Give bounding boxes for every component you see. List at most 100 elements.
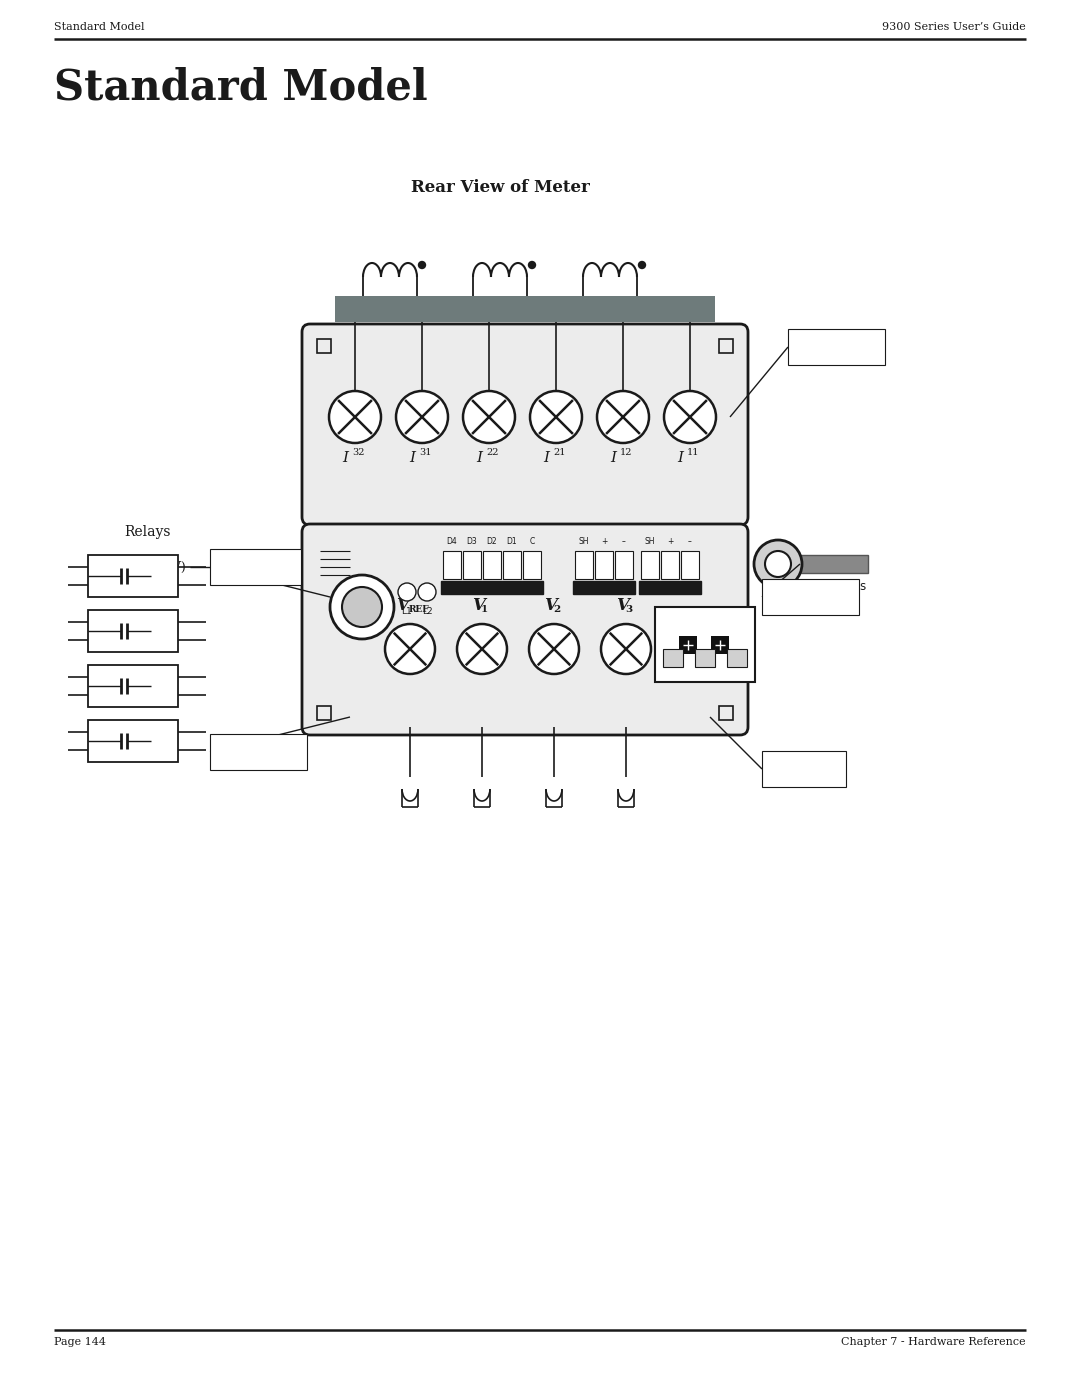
Circle shape — [418, 583, 436, 601]
Text: Rear View of Meter: Rear View of Meter — [410, 179, 590, 196]
Text: +: + — [160, 669, 172, 683]
Bar — [719, 339, 733, 353]
Text: I: I — [409, 451, 415, 465]
Circle shape — [342, 587, 382, 627]
Bar — [463, 550, 481, 578]
Bar — [661, 550, 679, 578]
Text: I: I — [342, 451, 348, 465]
Circle shape — [330, 576, 394, 638]
Text: L: L — [701, 623, 708, 636]
Circle shape — [528, 261, 536, 268]
Bar — [615, 550, 633, 578]
Bar — [681, 550, 699, 578]
Bar — [483, 550, 501, 578]
Text: –: – — [622, 536, 626, 546]
Text: D3: D3 — [467, 536, 477, 546]
Text: L1: L1 — [402, 608, 413, 616]
Bar — [639, 581, 701, 594]
Circle shape — [765, 550, 791, 577]
Text: C: C — [529, 536, 535, 546]
Bar — [441, 581, 543, 594]
Text: +: + — [160, 615, 172, 629]
Text: see page 155: see page 155 — [767, 767, 847, 781]
Text: SH: SH — [579, 536, 590, 546]
Text: Communications: Communications — [767, 581, 866, 594]
Text: D1: D1 — [507, 536, 517, 546]
Text: 1: 1 — [481, 605, 488, 615]
Bar — [575, 550, 593, 578]
Text: −: − — [390, 633, 406, 651]
Text: V: V — [396, 598, 409, 615]
Bar — [210, 733, 307, 770]
Text: 3: 3 — [625, 605, 632, 615]
Bar — [318, 705, 330, 719]
Bar — [87, 610, 178, 652]
Text: 2: 2 — [553, 605, 561, 615]
Text: +: + — [160, 725, 172, 739]
Circle shape — [600, 624, 651, 673]
Text: see page 155: see page 155 — [215, 750, 295, 764]
Text: COM2: COM2 — [658, 583, 683, 592]
Text: Voltage Inputs: Voltage Inputs — [215, 735, 300, 749]
Bar — [210, 549, 300, 585]
Text: V: V — [544, 598, 557, 615]
Text: I: I — [476, 451, 482, 465]
Text: Page 144: Page 144 — [54, 1337, 106, 1347]
Bar — [788, 330, 885, 365]
Text: +: + — [666, 536, 673, 546]
Text: 9300 Series User’s Guide: 9300 Series User’s Guide — [882, 22, 1026, 32]
Text: 32: 32 — [352, 448, 365, 457]
Text: I: I — [677, 451, 683, 465]
Text: Chapter 7 - Hardware Reference: Chapter 7 - Hardware Reference — [841, 1337, 1026, 1347]
Bar — [443, 550, 461, 578]
Circle shape — [530, 391, 582, 443]
Text: REF: REF — [409, 605, 430, 615]
Text: DIGITAL PORTS: DIGITAL PORTS — [459, 583, 525, 592]
Circle shape — [399, 583, 416, 601]
Text: V: V — [616, 598, 629, 615]
Circle shape — [329, 391, 381, 443]
Bar — [318, 339, 330, 353]
Text: 21: 21 — [553, 448, 566, 457]
Text: Digital Ports: Digital Ports — [215, 550, 287, 563]
Text: −: − — [160, 578, 172, 592]
Text: 22: 22 — [486, 448, 499, 457]
Text: +: + — [160, 560, 172, 574]
Text: D2: D2 — [487, 536, 497, 546]
Circle shape — [419, 261, 426, 268]
Text: Standard Model: Standard Model — [54, 66, 428, 108]
Bar — [595, 550, 613, 578]
Text: I: I — [543, 451, 549, 465]
Text: 12: 12 — [620, 448, 633, 457]
Text: 11: 11 — [687, 448, 700, 457]
Circle shape — [664, 391, 716, 443]
Bar — [87, 555, 178, 597]
Text: −: − — [160, 633, 172, 647]
Text: see page 156: see page 156 — [793, 345, 873, 359]
Text: see page 145: see page 145 — [767, 595, 847, 609]
Bar — [335, 296, 715, 321]
Bar — [696, 648, 715, 666]
Circle shape — [754, 541, 802, 588]
Circle shape — [597, 391, 649, 443]
Circle shape — [457, 624, 507, 673]
Circle shape — [638, 261, 646, 268]
Bar — [679, 636, 697, 654]
Bar — [523, 550, 541, 578]
Bar — [663, 648, 683, 666]
Bar — [654, 608, 755, 682]
Text: +: + — [600, 536, 607, 546]
Bar — [87, 665, 178, 707]
Bar — [719, 705, 733, 719]
Text: V+ (Max. 30V): V+ (Max. 30V) — [92, 560, 186, 574]
Text: 31: 31 — [419, 448, 432, 457]
Bar — [87, 719, 178, 761]
Text: −: − — [160, 743, 172, 757]
Circle shape — [463, 391, 515, 443]
Bar — [727, 648, 747, 666]
Text: L2: L2 — [421, 608, 432, 616]
Text: –: – — [688, 536, 692, 546]
Text: G: G — [732, 623, 742, 636]
Text: I: I — [610, 451, 616, 465]
Text: Power Supply: Power Supply — [767, 753, 847, 766]
